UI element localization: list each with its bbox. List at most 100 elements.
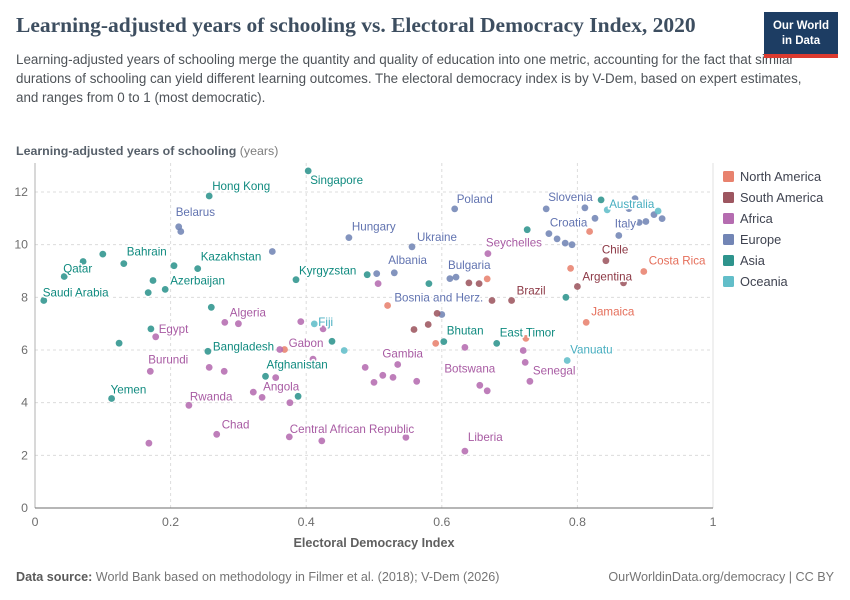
data-point[interactable] xyxy=(328,337,336,345)
data-point[interactable] xyxy=(465,279,473,287)
data-point[interactable] xyxy=(425,280,433,287)
data-point[interactable] xyxy=(170,262,178,270)
data-point[interactable] xyxy=(205,364,213,371)
data-point-azerbaijan[interactable] xyxy=(161,286,169,293)
data-point[interactable] xyxy=(654,207,662,215)
data-point[interactable] xyxy=(99,250,107,258)
data-point-afghanistan[interactable] xyxy=(262,372,269,380)
data-point-liberia[interactable] xyxy=(461,447,469,455)
data-point-brazil[interactable] xyxy=(508,297,515,304)
data-point-seychelles[interactable] xyxy=(484,250,492,257)
data-point[interactable] xyxy=(281,346,288,353)
data-point[interactable] xyxy=(374,280,382,287)
data-point[interactable] xyxy=(475,280,483,287)
data-point-australia[interactable] xyxy=(603,206,611,214)
data-point[interactable] xyxy=(521,359,529,366)
data-point[interactable] xyxy=(294,392,302,400)
data-point-gambia[interactable] xyxy=(394,361,402,368)
data-point-costa-rica[interactable] xyxy=(640,268,648,275)
data-point[interactable] xyxy=(643,199,651,206)
data-point[interactable] xyxy=(562,293,570,301)
data-point-kazakhstan[interactable] xyxy=(194,265,202,272)
data-point[interactable] xyxy=(285,433,293,441)
data-point[interactable] xyxy=(586,228,593,235)
data-point[interactable] xyxy=(340,347,348,354)
data-point[interactable] xyxy=(235,320,242,328)
data-point[interactable] xyxy=(631,195,639,203)
data-point[interactable] xyxy=(625,205,633,213)
data-point-burundi[interactable] xyxy=(146,367,154,375)
data-point[interactable] xyxy=(433,310,441,317)
data-point[interactable] xyxy=(446,275,454,282)
data-point-slovenia[interactable] xyxy=(542,205,550,213)
data-point-hong-kong[interactable] xyxy=(205,192,213,200)
data-point[interactable] xyxy=(432,340,440,347)
data-point[interactable] xyxy=(553,235,561,243)
data-point[interactable] xyxy=(147,325,155,333)
data-point[interactable] xyxy=(624,222,631,230)
data-point[interactable] xyxy=(144,289,152,296)
data-point[interactable] xyxy=(286,399,294,407)
data-point[interactable] xyxy=(276,346,284,353)
data-point[interactable] xyxy=(581,204,589,212)
data-point-ukraine[interactable] xyxy=(408,243,416,251)
data-point-chile[interactable] xyxy=(602,257,610,265)
data-point[interactable] xyxy=(177,228,185,235)
data-point-italy[interactable] xyxy=(615,232,623,239)
data-point[interactable] xyxy=(384,302,391,309)
data-point[interactable] xyxy=(483,387,491,395)
data-point[interactable] xyxy=(297,318,305,325)
data-point-bhutan[interactable] xyxy=(440,338,448,345)
data-point[interactable] xyxy=(115,339,123,347)
data-point-central-african-republic[interactable] xyxy=(318,437,326,445)
data-point-chad[interactable] xyxy=(213,430,221,438)
data-point[interactable] xyxy=(363,271,371,279)
data-point[interactable] xyxy=(658,215,666,223)
data-point-senegal[interactable] xyxy=(526,377,534,385)
data-point[interactable] xyxy=(522,335,530,342)
data-point-singapore[interactable] xyxy=(304,167,312,175)
data-point[interactable] xyxy=(268,248,276,255)
data-point[interactable] xyxy=(568,241,576,249)
data-point[interactable] xyxy=(519,347,527,354)
data-point-fiji[interactable] xyxy=(310,320,318,328)
data-point[interactable] xyxy=(207,303,215,311)
data-point[interactable] xyxy=(597,196,605,204)
data-point[interactable] xyxy=(591,214,599,222)
owid-license-link[interactable]: OurWorldinData.org/democracy | CC BY xyxy=(608,570,834,584)
data-point[interactable] xyxy=(220,367,228,375)
data-point-poland[interactable] xyxy=(451,205,459,213)
data-point[interactable] xyxy=(488,297,496,304)
data-point-rwanda[interactable] xyxy=(185,401,193,409)
legend-item-asia[interactable]: Asia xyxy=(723,253,823,268)
data-point[interactable] xyxy=(642,218,650,225)
data-point[interactable] xyxy=(461,344,469,351)
data-point[interactable] xyxy=(402,434,410,441)
data-point-jamaica[interactable] xyxy=(582,319,590,326)
data-point[interactable] xyxy=(523,226,531,234)
data-point-botswana[interactable] xyxy=(476,381,484,389)
data-point[interactable] xyxy=(319,325,327,333)
data-point-saudi-arabia[interactable] xyxy=(40,297,48,304)
data-point-algeria[interactable] xyxy=(221,319,229,326)
legend-item-oceania[interactable]: Oceania xyxy=(723,274,823,289)
data-point-vanuatu[interactable] xyxy=(563,357,571,364)
data-point[interactable] xyxy=(413,377,421,385)
data-point[interactable] xyxy=(379,371,387,379)
data-point-bahrain[interactable] xyxy=(120,260,128,267)
legend-item-europe[interactable]: Europe xyxy=(723,232,823,247)
data-point[interactable] xyxy=(483,275,491,283)
data-point-east-timor[interactable] xyxy=(493,340,501,347)
legend-item-africa[interactable]: Africa xyxy=(723,211,823,226)
data-point[interactable] xyxy=(361,364,369,371)
data-point-egypt[interactable] xyxy=(152,333,160,341)
data-point-croatia[interactable] xyxy=(545,230,553,238)
data-point-angola[interactable] xyxy=(258,394,266,401)
owid-logo[interactable]: Our World in Data xyxy=(763,12,838,58)
data-point[interactable] xyxy=(561,239,569,247)
data-point-kyrgyzstan[interactable] xyxy=(292,276,300,284)
data-point[interactable] xyxy=(249,388,257,396)
data-point-bangladesh[interactable] xyxy=(204,347,212,355)
data-point[interactable] xyxy=(79,258,87,265)
data-point-qatar[interactable] xyxy=(60,273,68,280)
